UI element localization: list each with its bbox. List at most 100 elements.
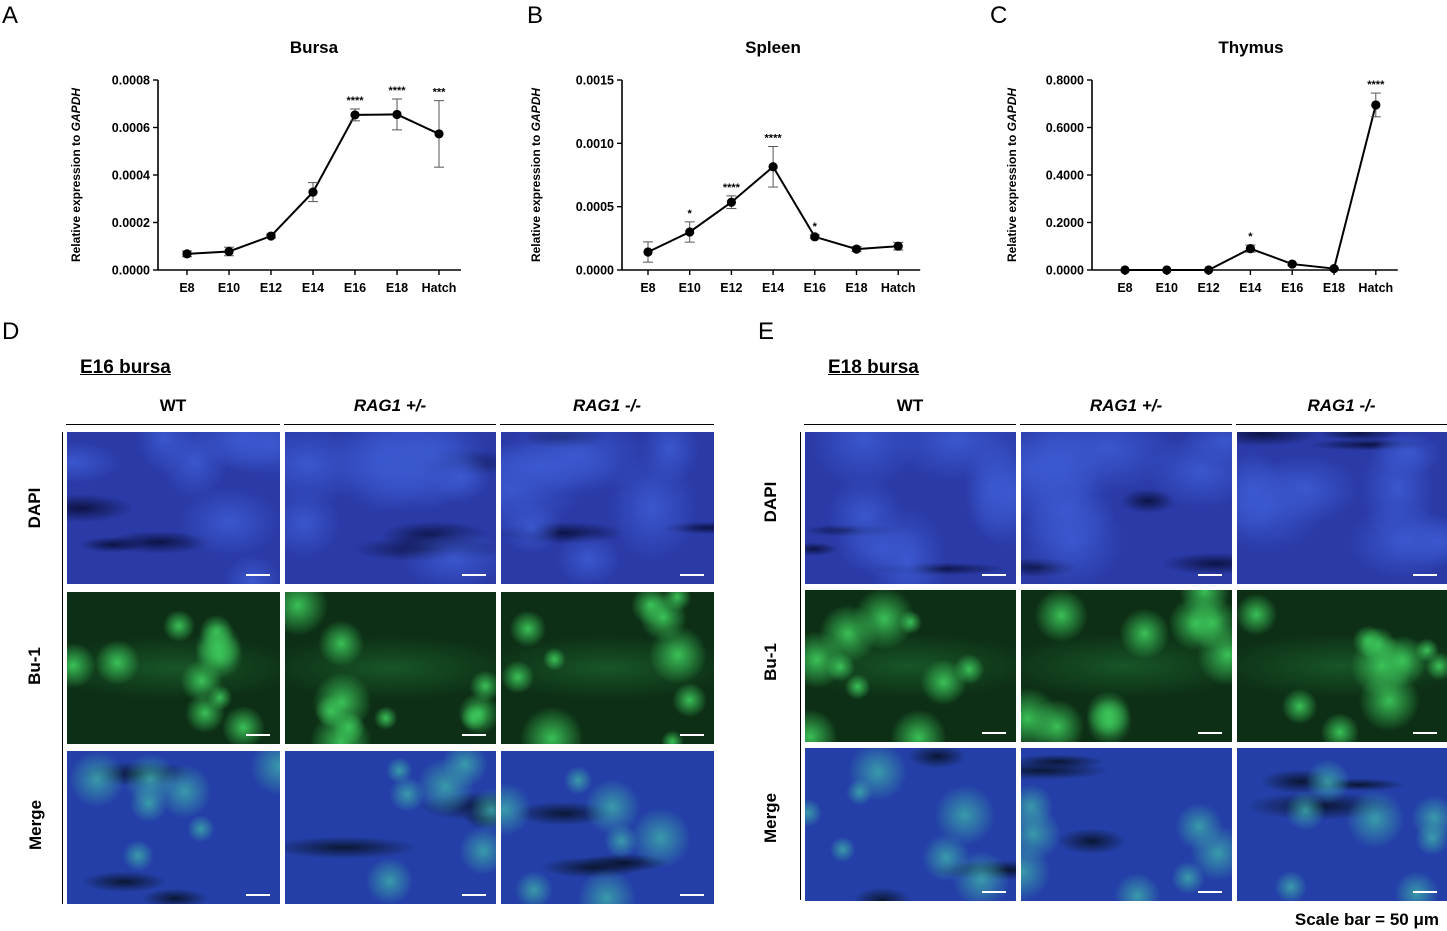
data-point — [1162, 265, 1172, 275]
x-tick-label: E14 — [762, 281, 784, 295]
scale-bar — [1198, 574, 1222, 576]
data-point — [182, 249, 192, 259]
x-tick-label: E18 — [386, 281, 408, 295]
micrograph-e18-bu1-2 — [1237, 590, 1447, 742]
y-tick-label: 0.0008 — [112, 74, 150, 88]
chart-title: Bursa — [290, 38, 339, 57]
scale-bar — [680, 574, 704, 576]
scale-bar — [1413, 574, 1437, 576]
data-point — [1245, 244, 1255, 254]
x-tick-label: E12 — [260, 281, 282, 295]
chart-title: Thymus — [1218, 38, 1283, 57]
scale-bar — [1198, 732, 1222, 734]
y-tick-label: 0.0000 — [112, 264, 150, 278]
significance-label: **** — [723, 182, 741, 194]
significance-label: * — [1248, 231, 1253, 243]
panel-letter-c: C — [990, 2, 1008, 29]
panel-letter-a: A — [2, 2, 19, 29]
panel-letter-b: B — [527, 2, 544, 29]
data-point — [851, 244, 862, 254]
data-point — [685, 227, 695, 237]
scale-bar — [982, 574, 1006, 576]
column-rule — [804, 424, 1016, 425]
significance-label: **** — [346, 95, 364, 107]
data-point — [893, 241, 903, 251]
x-tick-label: E12 — [720, 281, 742, 295]
x-tick-label: E18 — [1323, 281, 1345, 295]
x-tick-label: E16 — [804, 281, 826, 295]
y-tick-label: 0.0005 — [576, 200, 614, 214]
micrograph-e16-bu1-2 — [501, 592, 714, 744]
x-tick-label: E10 — [218, 281, 240, 295]
x-tick-label: E16 — [1281, 281, 1303, 295]
scale-bar-legend: Scale bar = 50 μm — [1294, 910, 1439, 929]
scale-bar — [680, 894, 704, 896]
data-point — [1329, 263, 1339, 274]
scale-bar — [462, 574, 486, 576]
row-rule — [800, 432, 801, 900]
row-label-bu1: Bu-1 — [25, 647, 44, 685]
row-label-merge: Merge — [761, 792, 780, 844]
column-rule — [284, 424, 496, 425]
x-tick-label: Hatch — [881, 281, 916, 295]
y-tick-label: 0.0000 — [1046, 264, 1084, 278]
data-point — [266, 231, 276, 241]
x-tick-label: E16 — [344, 281, 366, 295]
column-header-wt: WT — [896, 396, 924, 415]
significance-label: * — [688, 208, 693, 220]
data-point — [726, 197, 737, 207]
x-tick-label: Hatch — [1358, 281, 1393, 295]
panel-letter-d: D — [2, 318, 20, 345]
micrograph-e18-bu1-1 — [1021, 590, 1232, 742]
column-rule — [500, 424, 714, 425]
y-tick-label: 0.0002 — [112, 216, 150, 230]
row-label-merge: Merge — [26, 799, 45, 851]
y-axis-label: Relative expression to GAPDH — [69, 88, 83, 262]
micrograph-e16-merge-2 — [501, 751, 714, 904]
row-label-bu1: Bu-1 — [761, 643, 780, 681]
micrograph-e18-dapi-0 — [805, 432, 1016, 584]
micrograph-e16-merge-1 — [285, 751, 496, 904]
x-tick-label: Hatch — [422, 281, 457, 295]
data-point — [308, 187, 318, 197]
data-point — [392, 109, 402, 120]
column-header-rag1-ko: RAG1 -/- — [1307, 396, 1376, 415]
micrograph-e18-dapi-1 — [1021, 432, 1232, 584]
data-point — [768, 162, 778, 172]
scale-bar — [246, 894, 270, 896]
micrograph-e18-bu1-0 — [805, 590, 1016, 742]
micrograph-e16-dapi-0 — [67, 432, 280, 584]
x-tick-label: E8 — [179, 281, 194, 295]
chart-title: Spleen — [745, 38, 801, 57]
x-tick-label: E10 — [679, 281, 701, 295]
panel-letter-e: E — [758, 318, 775, 345]
section-title-e16: E16 bursa — [80, 357, 171, 378]
scale-bar — [1198, 891, 1222, 893]
significance-label: **** — [765, 133, 783, 145]
y-tick-label: 0.0015 — [576, 74, 614, 88]
x-tick-label: E12 — [1197, 281, 1219, 295]
x-tick-label: E10 — [1156, 281, 1178, 295]
y-tick-label: 0.4000 — [1046, 169, 1084, 183]
significance-label: * — [813, 221, 818, 233]
micrograph-e18-merge-0 — [805, 748, 1016, 901]
micrograph-e16-dapi-1 — [285, 432, 496, 584]
y-tick-label: 0.0004 — [112, 169, 150, 183]
scale-bar — [462, 894, 486, 896]
scale-bar — [680, 734, 704, 736]
column-header-rag1-het: RAG1 +/- — [1089, 396, 1163, 415]
scale-bar — [1413, 891, 1437, 893]
y-tick-label: 0.0000 — [576, 264, 614, 278]
column-rule — [1236, 424, 1447, 425]
y-tick-label: 0.8000 — [1046, 74, 1084, 88]
row-rule — [62, 432, 63, 904]
data-point — [434, 129, 444, 139]
micrograph-e18-merge-1 — [1021, 748, 1232, 901]
significance-label: **** — [388, 85, 406, 97]
y-axis-label: Relative expression to GAPDH — [1005, 88, 1019, 262]
data-point — [1287, 259, 1297, 269]
scale-bar — [462, 734, 486, 736]
column-rule — [1020, 424, 1232, 425]
micrograph-e16-bu1-1 — [285, 592, 496, 744]
significance-label: *** — [433, 87, 447, 99]
